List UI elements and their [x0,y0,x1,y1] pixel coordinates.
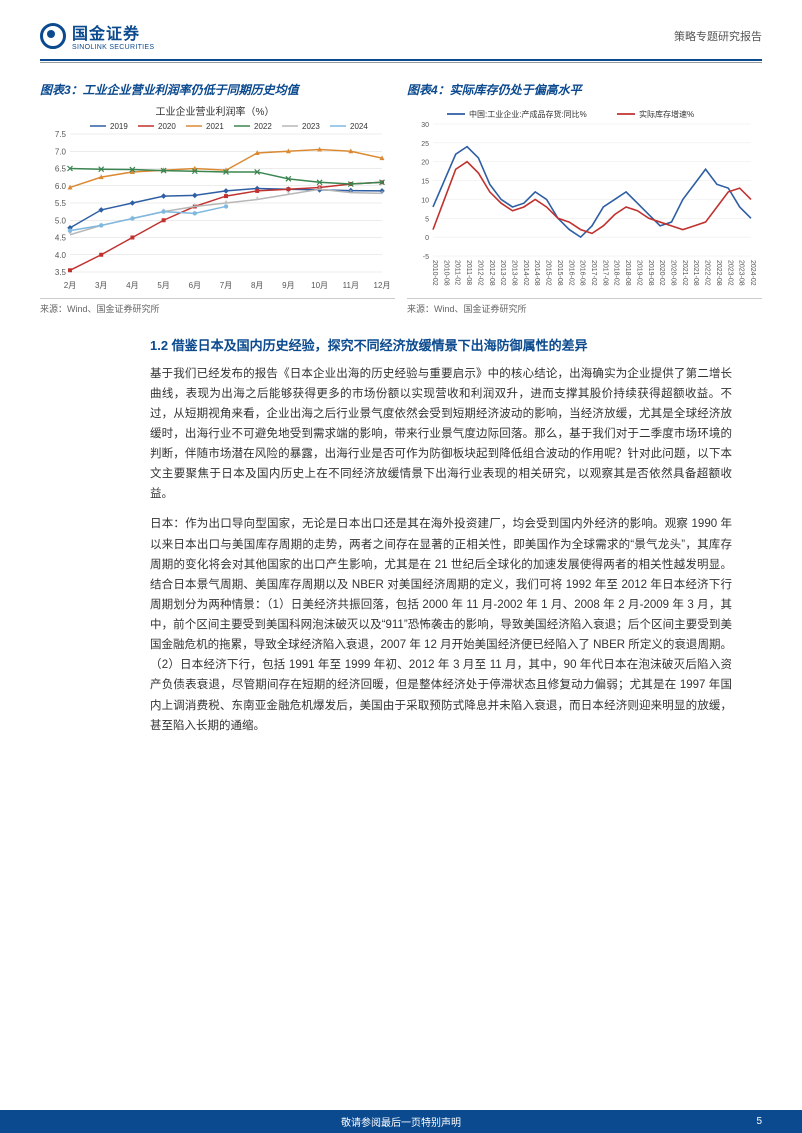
svg-text:3.5: 3.5 [55,268,67,277]
svg-text:*: * [256,195,259,204]
svg-text:2016-08: 2016-08 [579,260,586,286]
svg-text:2013-08: 2013-08 [511,260,518,286]
section-heading: 1.2 借鉴日本及国内历史经验，探究不同经济放缓情景下出海防御属性的差异 [150,335,732,354]
svg-text:2010-02: 2010-02 [431,260,438,286]
svg-text:30: 30 [421,122,429,129]
svg-text:6月: 6月 [189,281,201,290]
chart-4-column: 图表4：实际库存仍处于偏高水平 -5 0 5 10 15 20 25 30 2010-02 201… [407,81,762,315]
page-footer: 敬请参阅最后一页特别声明 5 [0,1110,802,1133]
chart-4-title: 图表4：实际库存仍处于偏高水平 [407,81,762,98]
svg-text:2014-02: 2014-02 [522,260,529,286]
chart-4: -5 0 5 10 15 20 25 30 2010-02 2010-08 2011-02 2011-… [407,104,762,294]
svg-text:*: * [287,190,290,199]
svg-text:2023: 2023 [302,122,320,131]
body-text: 1.2 借鉴日本及国内历史经验，探究不同经济放缓情景下出海防御属性的差异 基于我… [0,319,802,736]
svg-text:4月: 4月 [126,281,138,290]
svg-text:3月: 3月 [95,281,107,290]
svg-text:0: 0 [425,235,429,242]
svg-text:4.0: 4.0 [55,250,67,259]
svg-text:2010-08: 2010-08 [442,260,449,286]
svg-text:9月: 9月 [282,281,294,290]
svg-text:5: 5 [425,216,429,223]
svg-text:11月: 11月 [343,281,359,290]
svg-text:2018-08: 2018-08 [624,260,631,286]
svg-text:2021-02: 2021-02 [681,260,688,286]
svg-text:5月: 5月 [157,281,169,290]
chart-3: 3.5 4.0 4.5 5.0 5.5 6.0 6.5 7.0 7.5 2月 3月 4月 5月 6月 7月 8… [40,104,395,294]
brand-logo: 国金证券 SINOLINK SECURITIES [40,20,154,51]
page-header: 国金证券 SINOLINK SECURITIES 策略专题研究报告 [0,0,802,59]
svg-text:2013-02: 2013-02 [499,260,506,286]
svg-text:*: * [349,188,352,197]
svg-text:10月: 10月 [311,281,328,290]
svg-text:2022-02: 2022-02 [704,260,711,286]
document-type: 策略专题研究报告 [674,28,762,44]
svg-text:6.5: 6.5 [55,164,67,173]
svg-text:7月: 7月 [220,281,232,290]
logo-en: SINOLINK SECURITIES [72,44,154,51]
svg-text:-5: -5 [423,254,429,261]
logo-cn: 国金证券 [72,20,154,44]
svg-text:2020: 2020 [158,122,176,131]
svg-text:2021: 2021 [206,122,224,131]
svg-text:15: 15 [421,178,429,185]
svg-text:10: 10 [421,197,429,204]
svg-text:2月: 2月 [64,281,76,290]
svg-text:5.0: 5.0 [55,216,67,225]
header-rule [40,59,762,61]
svg-text:2019-02: 2019-02 [635,260,642,286]
chart-4-source: 来源：Wind、国金证券研究所 [407,298,762,315]
chart-3-column: 图表3：工业企业营业利润率仍低于同期历史均值 3.5 4.0 4.5 5.0 5.5 6.… [40,81,395,315]
svg-text:7.5: 7.5 [55,130,67,139]
charts-row: 图表3：工业企业营业利润率仍低于同期历史均值 3.5 4.0 4.5 5.0 5.5 6.… [0,63,802,319]
svg-text:*: * [193,202,196,211]
svg-text:*: * [318,185,321,194]
svg-text:2023-08: 2023-08 [738,260,745,286]
logo-icon [40,23,66,49]
svg-text:*: * [380,189,383,198]
svg-text:7.0: 7.0 [55,147,67,156]
svg-text:2020-08: 2020-08 [670,260,677,286]
svg-text:工业企业营业利润率（%）: 工业企业营业利润率（%） [156,105,275,118]
svg-text:2012-02: 2012-02 [476,260,483,286]
svg-text:2016-02: 2016-02 [567,260,574,286]
svg-text:4.5: 4.5 [55,233,67,242]
chart-3-title: 图表3：工业企业营业利润率仍低于同期历史均值 [40,81,395,98]
svg-text:实际库存增速%: 实际库存增速% [639,109,694,119]
chart-3-source: 来源：Wind、国金证券研究所 [40,298,395,315]
svg-text:2015-08: 2015-08 [556,260,563,286]
logo-text: 国金证券 SINOLINK SECURITIES [72,20,154,51]
svg-text:2017-02: 2017-02 [590,260,597,286]
footer-note: 敬请参阅最后一页特别声明 [281,1114,522,1129]
svg-text:2015-02: 2015-02 [545,260,552,286]
paragraph-2: 日本：作为出口导向型国家，无论是日本出口还是其在海外投资建厂，均会受到国内外经济… [150,514,732,735]
paragraph-1: 基于我们已经发布的报告《日本企业出海的历史经验与重要启示》中的核心结论，出海确实… [150,364,732,505]
svg-text:2021-08: 2021-08 [692,260,699,286]
svg-text:2024-02: 2024-02 [749,260,756,286]
svg-text:25: 25 [421,140,429,147]
svg-text:2014-08: 2014-08 [533,260,540,286]
svg-text:2020-02: 2020-02 [658,260,665,286]
svg-text:2011-08: 2011-08 [465,260,472,285]
svg-text:2022-08: 2022-08 [715,260,722,286]
svg-text:2023-02: 2023-02 [726,260,733,286]
svg-text:2019-08: 2019-08 [647,260,654,286]
svg-text:中国:工业企业:产成品存货:同比%: 中国:工业企业:产成品存货:同比% [469,109,587,119]
svg-text:2019: 2019 [110,122,128,131]
svg-text:12月: 12月 [374,281,390,290]
footer-page: 5 [521,1116,762,1127]
svg-text:2017-08: 2017-08 [601,260,608,286]
svg-text:5.5: 5.5 [55,199,67,208]
svg-text:2024: 2024 [350,122,368,131]
svg-text:20: 20 [421,159,429,166]
svg-text:2022: 2022 [254,122,272,131]
svg-text:2011-02: 2011-02 [454,260,461,285]
svg-text:2012-08: 2012-08 [488,260,495,286]
svg-text:8月: 8月 [251,281,263,290]
svg-text:2018-02: 2018-02 [613,260,620,286]
svg-text:6.0: 6.0 [55,181,67,190]
